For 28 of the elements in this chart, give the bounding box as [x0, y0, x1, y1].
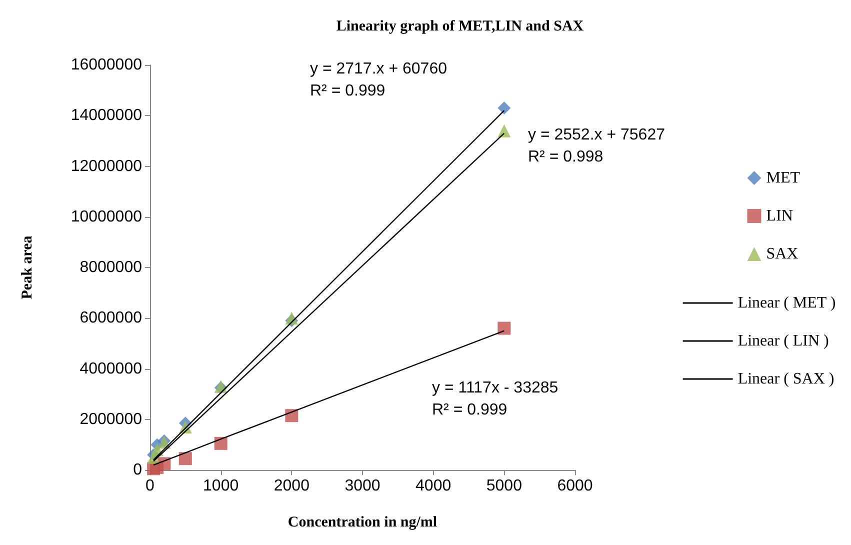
x-tick-label: 0 [146, 478, 155, 494]
legend-label: LIN [766, 208, 794, 224]
annotation: y = 2717.x + 60760 R² = 0.999 [310, 60, 448, 100]
y-axis-title: Peak area [20, 235, 36, 300]
y-tick-label: 16000000 [70, 56, 142, 74]
y-tick-label: 0 [133, 462, 142, 478]
y-tick-label: 14000000 [70, 107, 142, 124]
x-tick-label: 2000 [274, 478, 310, 494]
y-tick-label: 10000000 [70, 208, 142, 226]
legend-label: Linear ( SAX ) [738, 370, 834, 388]
y-tick-label: 8000000 [80, 259, 142, 276]
annotation: y = 1117x - 33285 R² = 0.999 [432, 380, 558, 418]
x-tick-label: 5000 [486, 478, 522, 494]
legend-label: Linear ( LIN ) [738, 332, 829, 350]
x-tick-label: 1000 [203, 478, 239, 494]
x-tick-label: 6000 [557, 478, 593, 494]
x-axis-title: Concentration in ng/ml [288, 514, 438, 530]
y-tick-label: 4000000 [80, 360, 142, 378]
chart-title: Linearity graph of MET,LIN and SAX [336, 18, 584, 34]
legend-label: Linear ( MET ) [738, 294, 836, 312]
y-tick-label: 12000000 [70, 158, 142, 175]
annotation: y = 2552.x + 75627 R² = 0.998 [528, 126, 666, 166]
legend-label: MET [766, 170, 800, 186]
x-tick-label: 4000 [416, 478, 452, 494]
y-tick-label: 2000000 [80, 410, 142, 428]
legend-label: SAX [766, 246, 799, 262]
x-tick-label: 3000 [344, 478, 380, 494]
y-tick-label: 6000000 [80, 310, 142, 327]
